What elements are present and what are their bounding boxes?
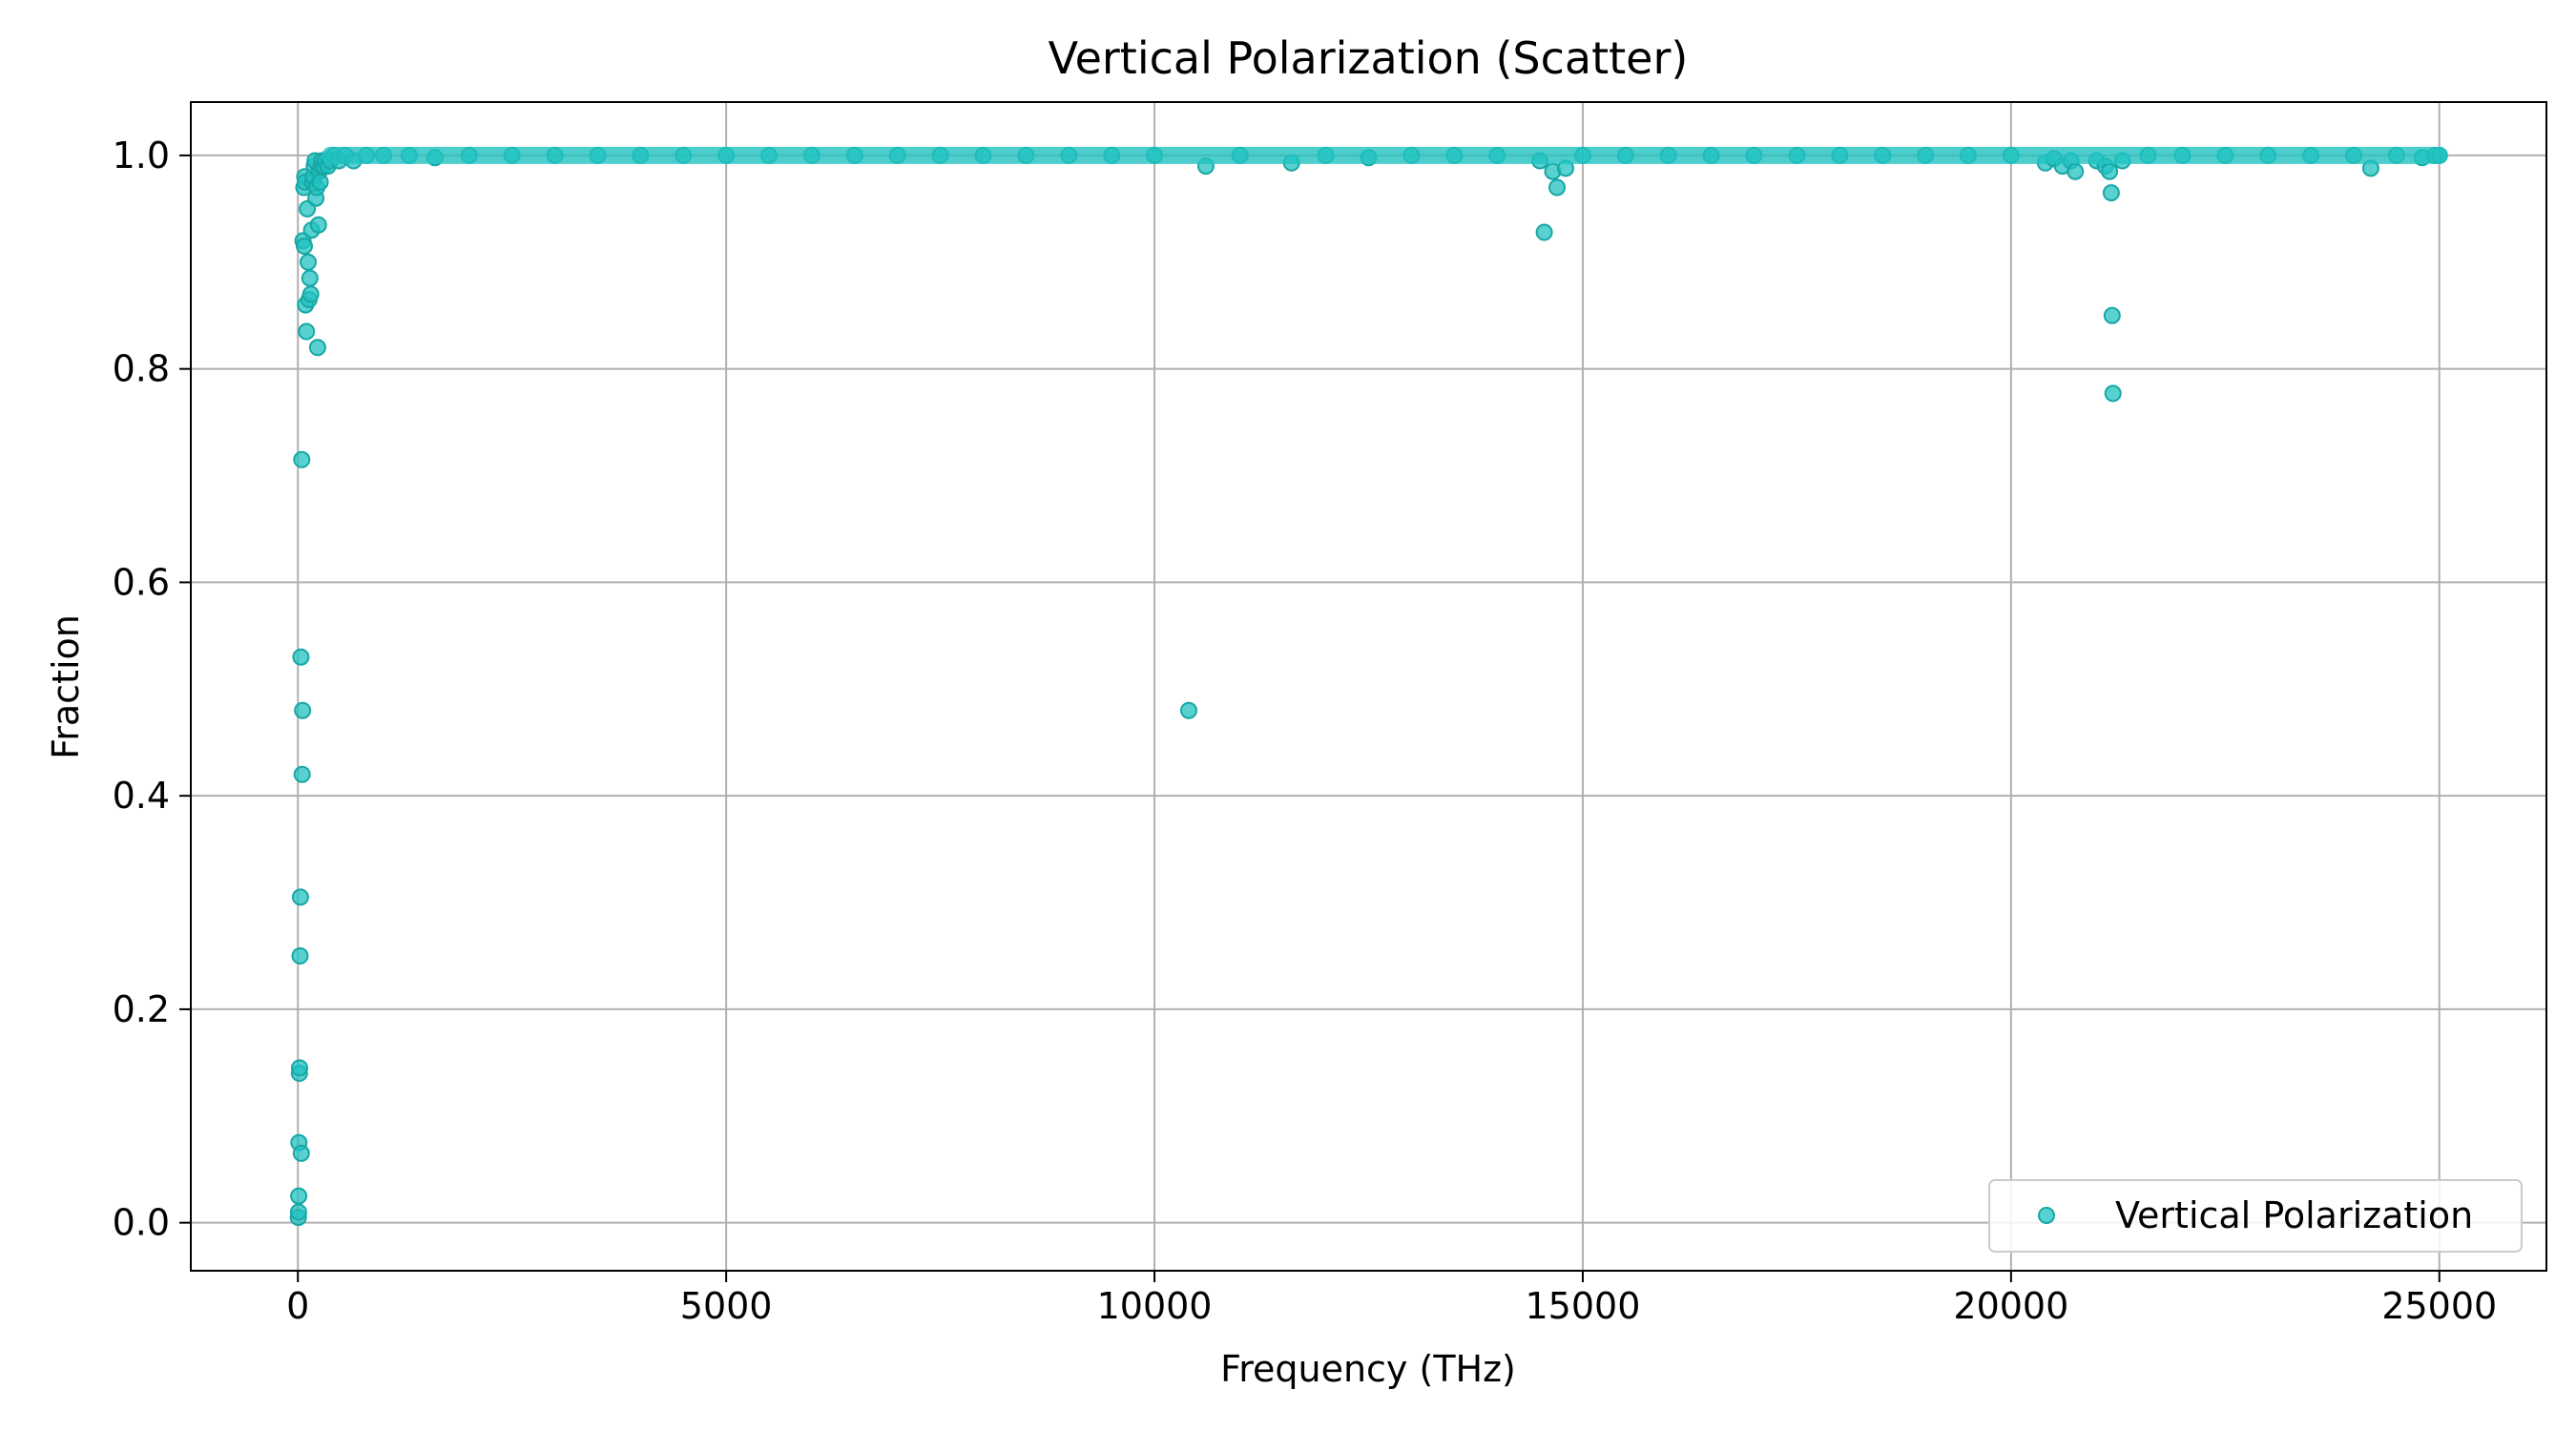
y-tick-label: 1.0	[113, 135, 170, 176]
data-point	[293, 765, 311, 783]
x-tick-label: 15000	[1526, 1285, 1641, 1327]
data-point	[1180, 701, 1197, 719]
data-point	[291, 888, 309, 906]
plot-frame	[190, 101, 2547, 1272]
y-axis-label: Fraction	[45, 614, 87, 759]
data-point	[291, 947, 309, 964]
data-point	[1548, 178, 1566, 197]
y-tick-label: 0.6	[113, 561, 170, 603]
legend-marker	[2038, 1207, 2055, 1224]
data-point	[2101, 162, 2119, 180]
data-point	[2067, 162, 2085, 180]
legend-box	[1988, 1179, 2523, 1253]
data-point	[311, 173, 329, 191]
data-point	[290, 1187, 308, 1205]
x-tick-label: 0	[286, 1285, 309, 1327]
data-point	[292, 1144, 310, 1162]
data-point	[2102, 184, 2120, 202]
data-point	[298, 322, 316, 341]
data-point	[1535, 223, 1553, 241]
y-tick-label: 0.4	[113, 775, 170, 817]
data-point	[301, 285, 320, 303]
y-axis-ticks: 0.0 0.2 0.4 0.6 0.8 1.0	[113, 135, 191, 1244]
data-point	[309, 216, 327, 234]
data-point	[293, 450, 311, 468]
data-point	[289, 1203, 307, 1221]
y-tick-label: 0.0	[113, 1202, 170, 1244]
data-point	[2104, 384, 2122, 403]
x-tick-label: 20000	[1953, 1285, 2068, 1327]
data-point	[301, 269, 319, 287]
data-point	[292, 648, 310, 666]
x-tick-label: 10000	[1097, 1285, 1213, 1327]
data-point	[296, 238, 313, 255]
data-point	[308, 339, 326, 357]
x-axis-ticks: 0 5000 10000 15000 20000 25000	[286, 1271, 2497, 1327]
data-point	[300, 253, 317, 271]
x-tick-label: 25000	[2381, 1285, 2497, 1327]
data-point	[294, 701, 312, 719]
x-tick-label: 5000	[680, 1285, 773, 1327]
chart-title: Vertical Polarization (Scatter)	[1049, 32, 1689, 84]
x-axis-label: Frequency (THz)	[1220, 1348, 1516, 1390]
data-point	[291, 1059, 308, 1077]
data-points	[289, 146, 2448, 1227]
y-tick-label: 0.8	[113, 348, 170, 390]
data-point	[2103, 306, 2121, 324]
legend: Vertical Polarization	[1988, 1179, 2523, 1253]
legend-label: Vertical Polarization	[2115, 1194, 2473, 1236]
y-tick-label: 0.2	[113, 988, 170, 1030]
